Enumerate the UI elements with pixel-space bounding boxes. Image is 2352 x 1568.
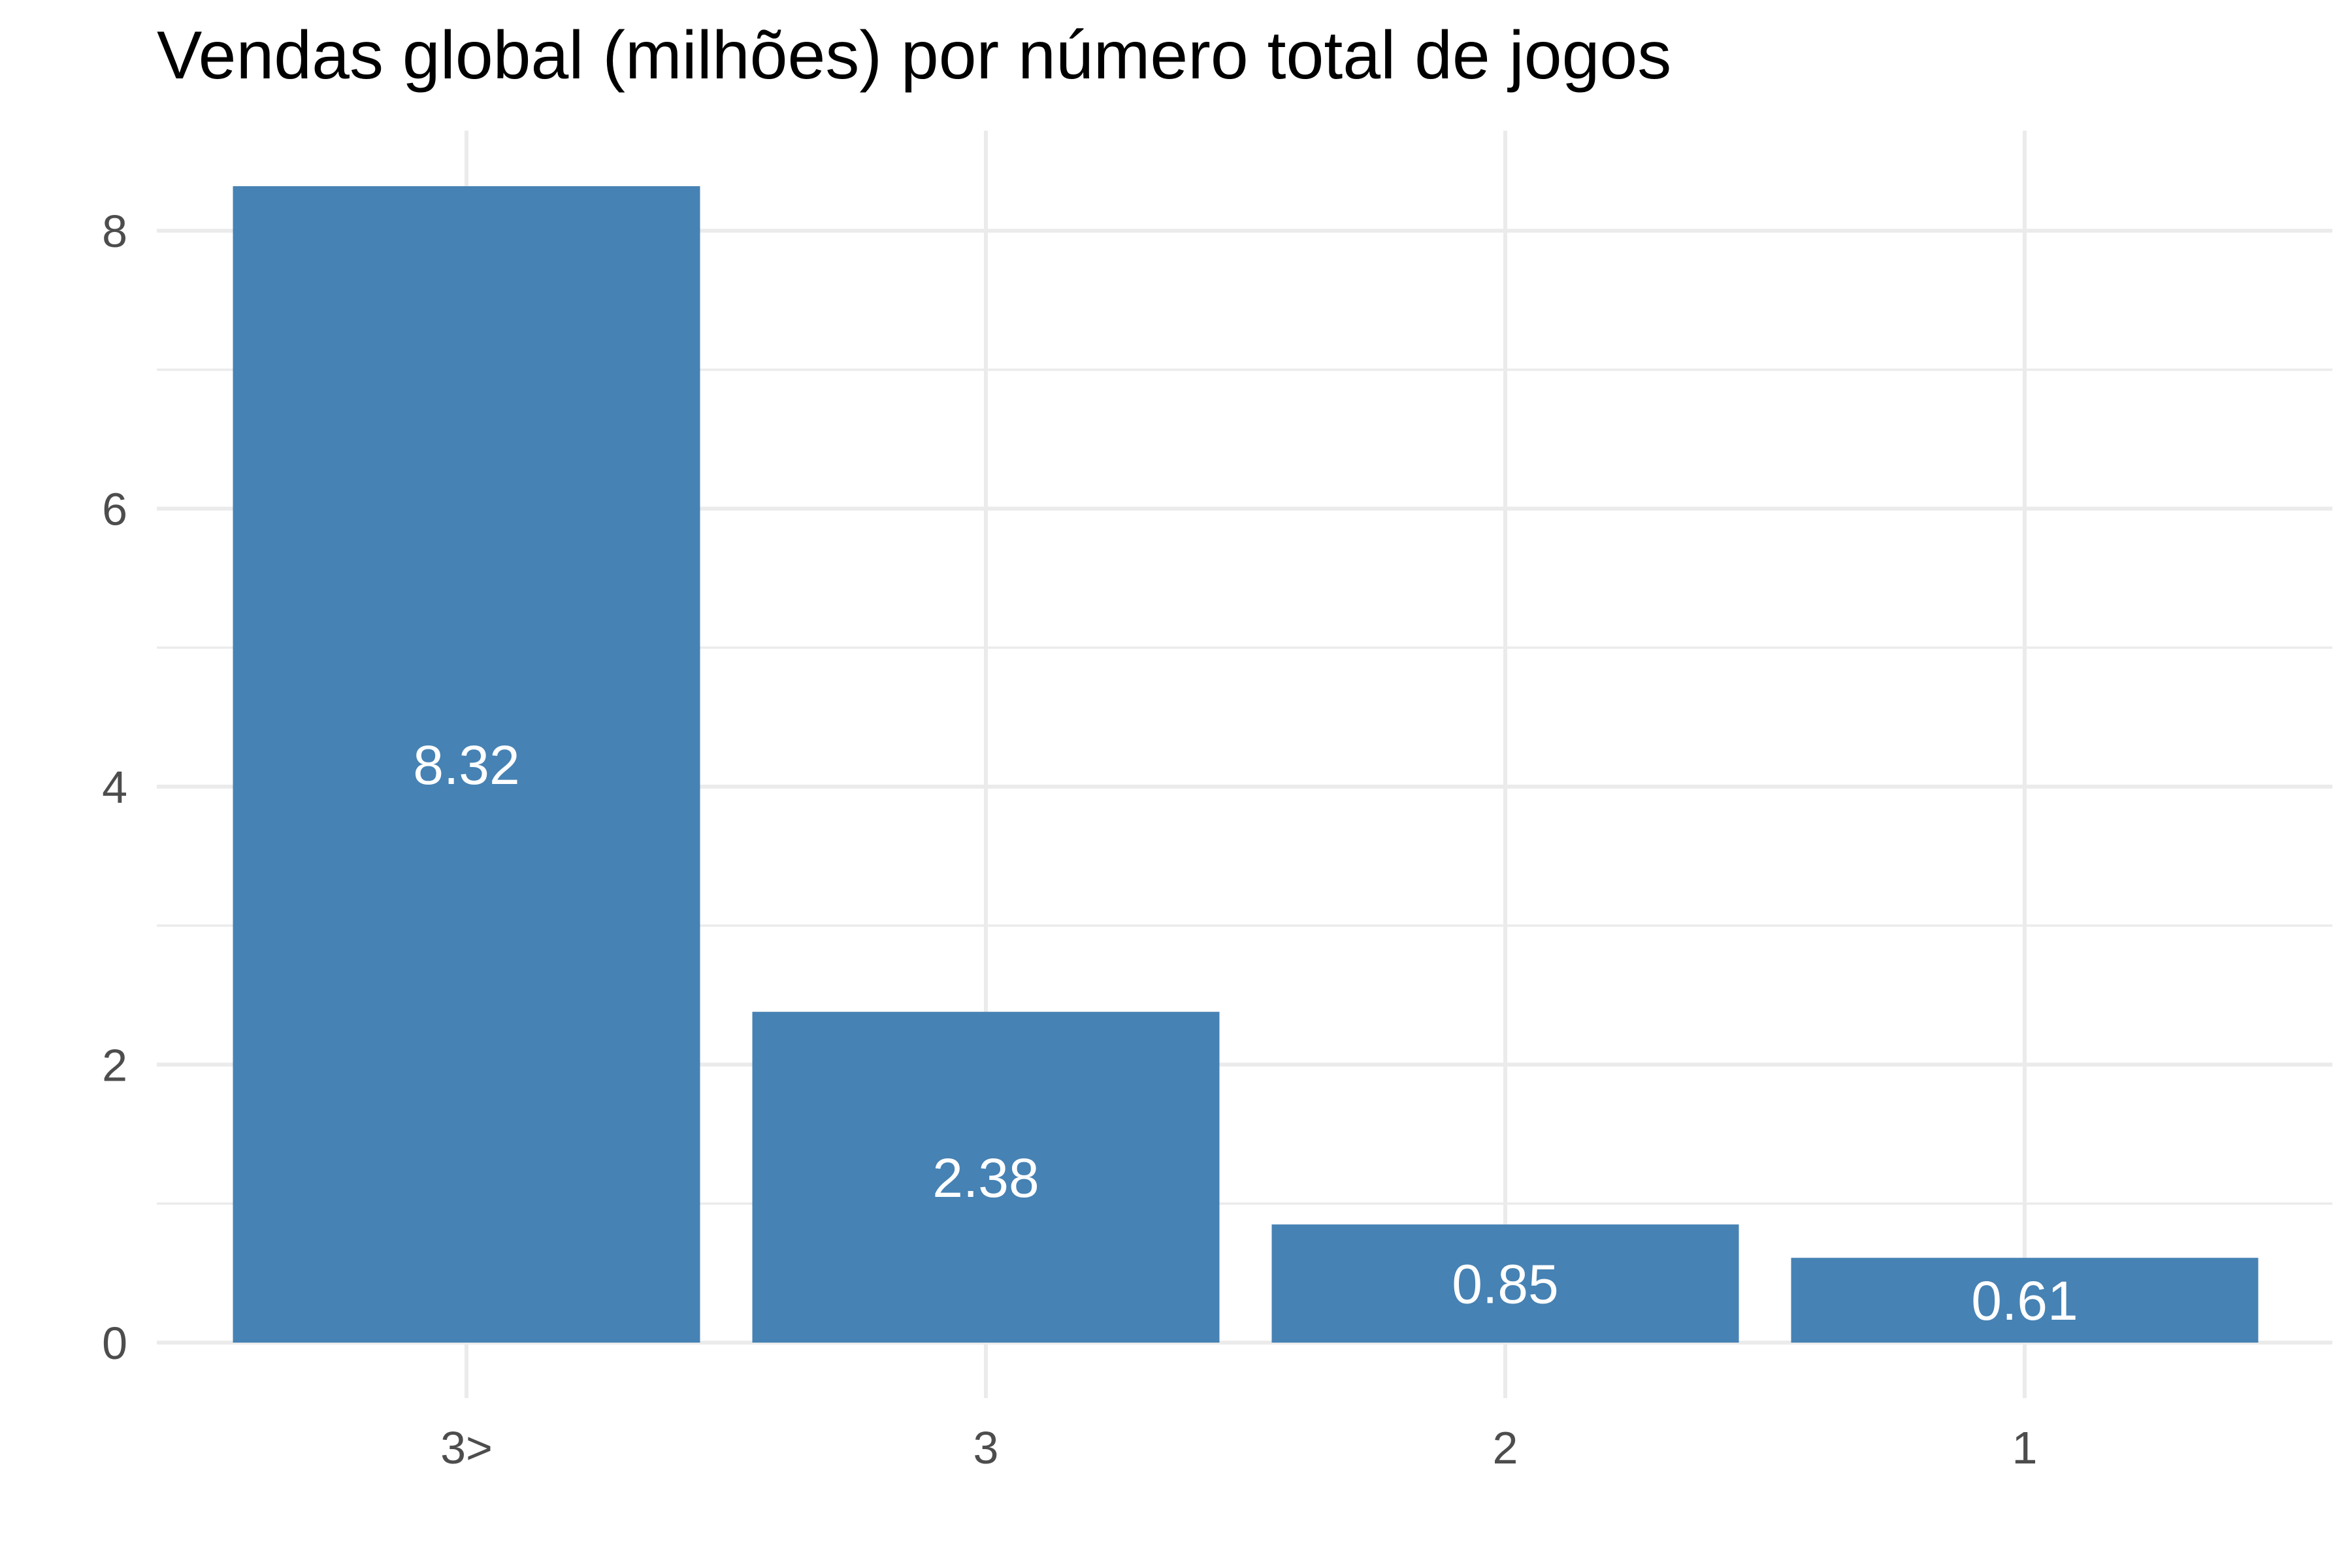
bar	[233, 186, 700, 1343]
chart-title: Vendas global (milhões) por número total…	[157, 18, 1671, 93]
bar	[752, 1011, 1220, 1343]
bar-value-labels: 8.32 2.38 0.85 0.61	[413, 734, 2078, 1331]
bar	[1271, 1224, 1739, 1343]
x-axis: 3> 3 2 1	[440, 1422, 2037, 1473]
x-tick-label: 3>	[440, 1422, 493, 1473]
x-tick-label: 2	[1493, 1422, 1518, 1473]
bars	[233, 186, 2259, 1343]
x-tick-label: 3	[973, 1422, 999, 1473]
bar-value-label: 0.61	[1971, 1270, 2078, 1331]
y-tick-label: 6	[102, 484, 127, 535]
y-tick-label: 0	[102, 1318, 127, 1369]
bar-value-label: 2.38	[932, 1147, 1039, 1209]
y-tick-label: 8	[102, 206, 127, 257]
bar-value-label: 0.85	[1452, 1254, 1559, 1315]
bar-value-label: 8.32	[413, 734, 520, 796]
x-tick-label: 1	[2012, 1422, 2038, 1473]
y-tick-label: 4	[102, 762, 127, 813]
y-tick-label: 2	[102, 1040, 127, 1091]
y-axis: 0 2 4 6 8	[102, 206, 127, 1369]
bar	[1791, 1258, 2259, 1343]
